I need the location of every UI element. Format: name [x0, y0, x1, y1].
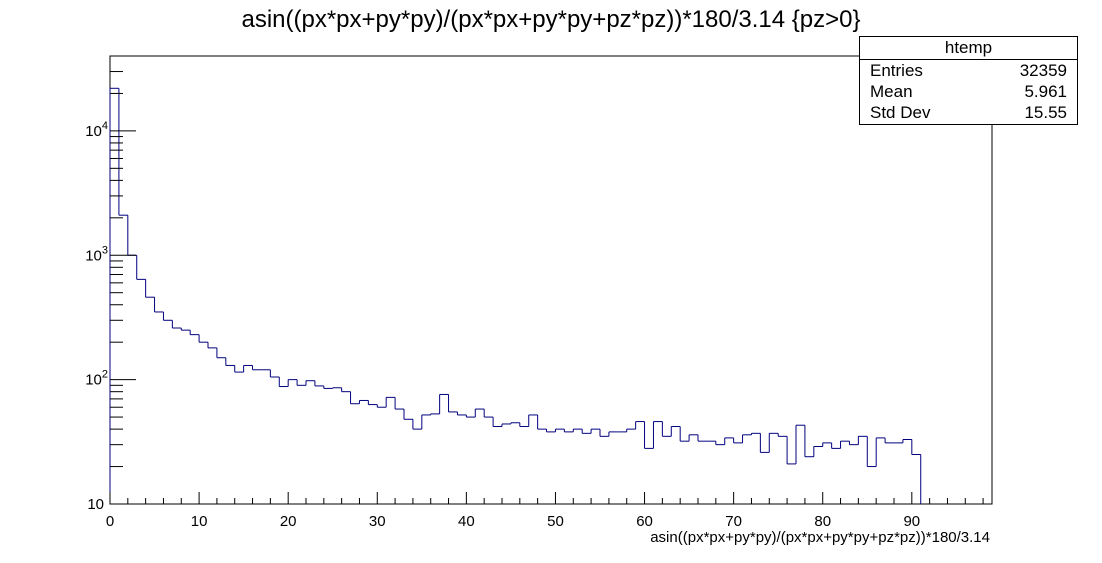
stats-std-value: 15.55	[1024, 103, 1067, 122]
chart-title: asin((px*px+py*py)/(px*px+py*py+pz*pz))*…	[241, 6, 861, 33]
x-tick-label: 80	[814, 513, 831, 530]
stats-entries-label: Entries	[870, 61, 923, 80]
y-tick-label: 103	[85, 244, 108, 264]
x-tick-label: 0	[106, 513, 114, 530]
stats-box: htemp Entries 32359 Mean 5.961 Std Dev 1…	[859, 36, 1078, 125]
x-tick-label: 90	[903, 513, 920, 530]
x-tick-label: 30	[369, 513, 386, 530]
x-tick-label: 40	[458, 513, 475, 530]
stats-row-std: Std Dev 15.55	[860, 102, 1077, 123]
y-tick-label: 104	[85, 120, 108, 140]
y-tick-label: 102	[85, 369, 108, 389]
x-tick-label: 70	[725, 513, 742, 530]
stats-row-mean: Mean 5.961	[860, 81, 1077, 102]
stats-mean-label: Mean	[870, 82, 913, 101]
y-tick-label: 10	[87, 496, 104, 513]
x-tick-label: 10	[191, 513, 208, 530]
x-tick-label: 20	[280, 513, 297, 530]
x-tick-label: 50	[547, 513, 564, 530]
stats-mean-value: 5.961	[1024, 82, 1067, 101]
stats-row-entries: Entries 32359	[860, 60, 1077, 81]
stats-std-label: Std Dev	[870, 103, 931, 122]
stats-title: htemp	[860, 37, 1077, 60]
x-tick-label: 60	[636, 513, 653, 530]
stats-entries-value: 32359	[1019, 61, 1067, 80]
x-axis-label: asin((px*px+py*py)/(px*px+py*py+pz*pz))*…	[650, 529, 990, 546]
